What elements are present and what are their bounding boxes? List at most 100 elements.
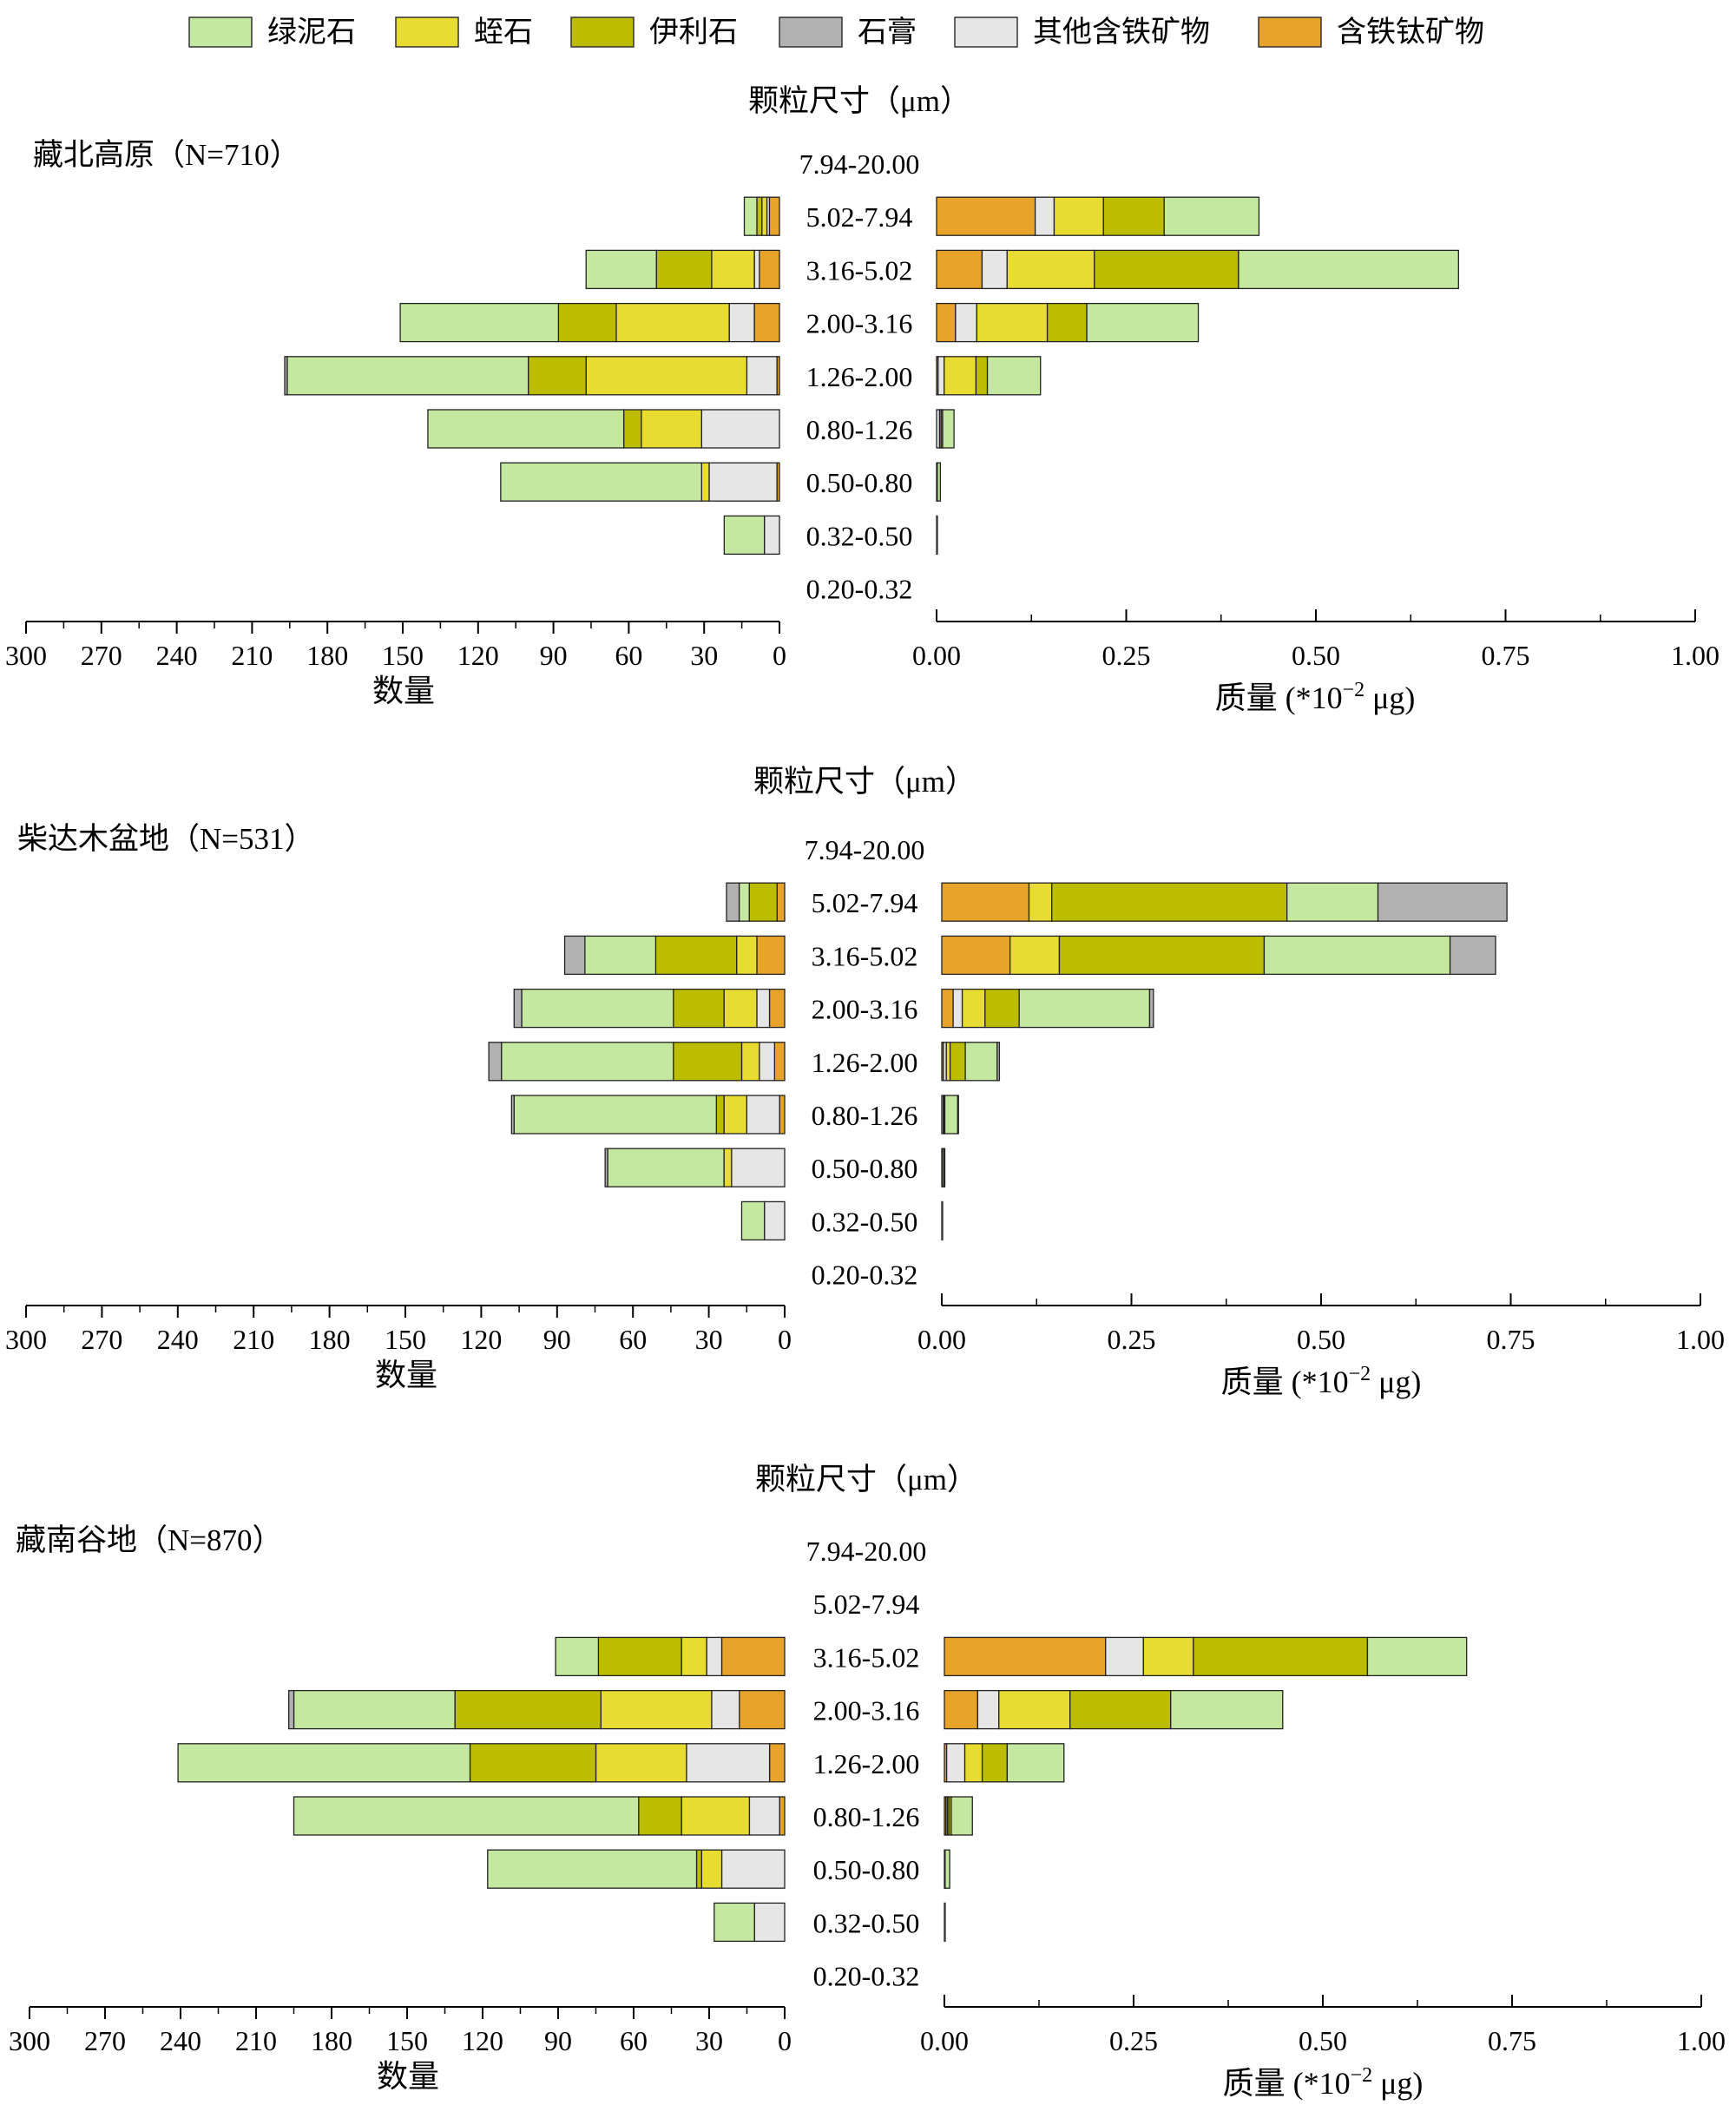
legend-item-vermiculite: 蛭石: [395, 16, 533, 49]
legend: 绿泥石 蛭石 伊利石 石膏 其他含铁矿物 含铁钛矿物: [188, 16, 1484, 49]
count-bar-illite: [655, 249, 713, 290]
size-row: 3.16-5.02: [563, 935, 1496, 976]
mass-tick-label: 0.50: [1297, 1324, 1345, 1355]
mass-bar-vermiculite: [1053, 196, 1104, 236]
count-bar-illite: [673, 988, 725, 1029]
legend-item-illite: 伊利石: [570, 16, 738, 49]
count-bar-vermiculite: [735, 935, 758, 976]
mass-bar-other-fe: [955, 302, 977, 343]
count-bar-other-fe: [748, 1796, 780, 1836]
legend-item-gypsum: 石膏: [779, 16, 917, 49]
count-bar-other-fe: [753, 1902, 786, 1943]
mass-bar-illite: [1069, 1689, 1172, 1730]
size-category-label: 3.16-5.02: [806, 254, 913, 286]
panel-2: 颗粒尺寸（μm） 柴达木盆地（N=531） 7.94-20.00 5.02-7.94 3…: [5, 765, 1725, 1399]
mass-bar-other-fe: [976, 1689, 1000, 1730]
mass-bar-illite: [949, 1042, 966, 1082]
legend-item-fe-ti: 含铁钛矿物: [1258, 16, 1484, 49]
count-bar-other-fe: [764, 1200, 786, 1241]
count-bar-other-fe: [700, 409, 780, 449]
count-bar-chlorite: [723, 515, 766, 556]
count-tick-label: 270: [81, 640, 122, 671]
size-row: 3.16-5.02: [555, 1636, 1468, 1677]
mass-bar-chlorite: [1263, 935, 1451, 976]
count-bar-gypsum: [604, 1148, 608, 1187]
size-row: 0.20-0.32: [812, 1260, 918, 1291]
mass-tick-label: 0.25: [1108, 1324, 1156, 1355]
size-category-label: 5.02-7.94: [806, 201, 913, 233]
mass-bar-chlorite: [942, 409, 955, 449]
size-row: 0.32-0.50: [723, 515, 938, 556]
size-category-label: 0.50-0.80: [806, 467, 913, 498]
count-bar-fe-ti: [779, 1095, 786, 1135]
count-axis: 300 270 240 210 180 150 120 90 60 30 0数量: [9, 2006, 792, 2094]
size-category-label: 0.20-0.32: [813, 1961, 920, 1992]
size-category-label: 2.00-3.16: [813, 1695, 920, 1727]
count-tick-label: 180: [306, 640, 348, 671]
mass-tick-label: 0.25: [1102, 640, 1151, 671]
mass-bar-illite: [1046, 302, 1088, 343]
size-header: 颗粒尺寸（μm）: [748, 84, 970, 118]
count-bar-chlorite: [513, 1095, 717, 1135]
count-bar-chlorite: [293, 1689, 456, 1730]
count-bar-other-fe: [720, 1849, 786, 1889]
size-row: 7.94-20.00: [805, 834, 925, 865]
legend-label-gypsum: 石膏: [858, 16, 917, 49]
count-bar-chlorite: [293, 1796, 640, 1836]
count-tick-label: 240: [157, 1324, 199, 1355]
mass-bar-vermiculite: [944, 356, 977, 396]
legend-item-other-fe: 其他含铁矿物: [954, 16, 1210, 49]
size-category-label: 0.50-0.80: [812, 1153, 918, 1184]
count-bar-fe-ti: [768, 1743, 786, 1783]
size-category-label: 3.16-5.02: [813, 1641, 920, 1673]
mass-bar-chlorite: [944, 1849, 950, 1889]
count-bar-other-fe: [746, 1095, 780, 1135]
count-tick-label: 120: [460, 1324, 502, 1355]
count-tick-label: 60: [619, 1324, 647, 1355]
legend-label-chlorite: 绿泥石: [267, 16, 356, 49]
count-bar-fe-ti: [768, 988, 786, 1029]
size-row: 0.20-0.32: [806, 574, 913, 605]
count-bar-fe-ti: [739, 1689, 786, 1730]
count-bar-gypsum: [513, 988, 523, 1029]
mass-bar-vermiculite: [1142, 1636, 1194, 1677]
mass-axis-label-exponent: −2: [1351, 2064, 1373, 2087]
size-category-label: 1.26-2.00: [813, 1748, 920, 1779]
size-category-label: 1.26-2.00: [806, 361, 913, 392]
count-bar-illite: [638, 1796, 682, 1836]
count-bar-vermiculite: [600, 1689, 713, 1730]
count-tick-label: 300: [9, 2025, 50, 2056]
count-tick-label: 300: [5, 1324, 47, 1355]
mass-bar-fe-ti: [936, 249, 983, 290]
count-bar-chlorite: [713, 1902, 755, 1943]
size-row: 1.26-2.00: [284, 356, 1042, 396]
size-row: 0.50-0.80: [487, 1849, 950, 1889]
mass-tick-label: 0.00: [920, 2025, 969, 2056]
count-bar-vermiculite: [740, 1042, 760, 1082]
mass-tick-label: 0.25: [1109, 2025, 1158, 2056]
count-bar-chlorite: [743, 196, 758, 236]
count-axis-label: 数量: [372, 674, 435, 708]
mass-bar-vermiculite: [976, 302, 1049, 343]
count-bar-illite: [597, 1636, 682, 1677]
mass-bar-vermiculite: [945, 1042, 951, 1082]
count-bar-chlorite: [177, 1743, 471, 1783]
size-row: 0.50-0.80: [604, 1148, 946, 1187]
size-row: 2.00-3.16: [513, 988, 1154, 1029]
panel-title: 柴达木盆地（N=531）: [17, 822, 315, 856]
size-category-label: 2.00-3.16: [806, 308, 913, 339]
mass-bar-gypsum: [943, 1148, 946, 1187]
count-bar-other-fe: [708, 462, 778, 502]
count-bar-chlorite: [585, 249, 657, 290]
legend-label-vermiculite: 蛭石: [474, 16, 533, 49]
size-category-label: 5.02-7.94: [813, 1588, 920, 1620]
count-bar-vermiculite: [700, 462, 710, 502]
count-bar-gypsum: [726, 882, 740, 922]
size-category-label: 7.94-20.00: [799, 148, 920, 180]
count-bar-illite: [695, 1849, 702, 1889]
count-bar-fe-ti: [759, 249, 780, 290]
size-category-label: 3.16-5.02: [812, 940, 918, 971]
mass-bar-fe-ti: [944, 1636, 1107, 1677]
count-bar-vermiculite: [761, 196, 768, 236]
size-category-label: 0.32-0.50: [806, 520, 913, 551]
